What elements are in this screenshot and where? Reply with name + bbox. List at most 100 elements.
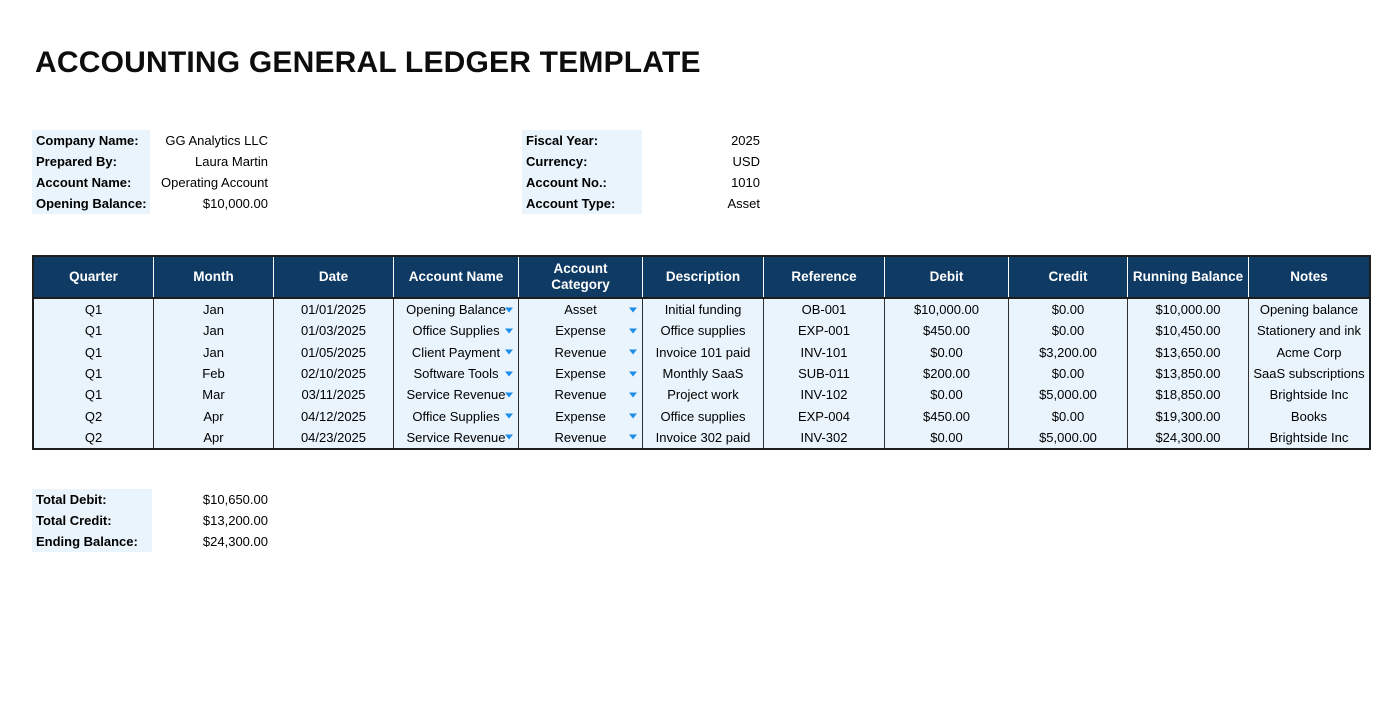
cell-month[interactable]: Jan [154, 299, 274, 321]
dropdown-arrow-icon[interactable] [505, 349, 513, 355]
cell-description[interactable]: Initial funding [643, 299, 764, 321]
cell-reference[interactable]: SUB-011 [764, 362, 885, 385]
cell-credit[interactable]: $0.00 [1009, 320, 1128, 342]
cell-account-category-dropdown[interactable]: Revenue [519, 384, 643, 406]
cell-debit[interactable]: $0.00 [885, 341, 1009, 363]
cell-account-name-dropdown[interactable]: Service Revenue [394, 384, 519, 406]
cell-debit[interactable]: $0.00 [885, 426, 1009, 449]
dropdown-arrow-icon[interactable] [505, 307, 513, 313]
cell-account-name-dropdown[interactable]: Office Supplies [394, 320, 519, 342]
cell-date[interactable]: 04/12/2025 [274, 405, 394, 427]
cell-month[interactable]: Jan [154, 341, 274, 363]
cell-debit[interactable]: $0.00 [885, 384, 1009, 406]
cell-month[interactable]: Jan [154, 320, 274, 342]
cell-quarter[interactable]: Q1 [34, 362, 154, 385]
cell-credit[interactable]: $3,200.00 [1009, 341, 1128, 363]
dropdown-arrow-icon[interactable] [629, 392, 637, 398]
cell-date[interactable]: 01/03/2025 [274, 320, 394, 342]
info-value[interactable]: USD [732, 154, 760, 169]
cell-reference[interactable]: EXP-001 [764, 320, 885, 342]
cell-running-balance[interactable]: $24,300.00 [1128, 426, 1249, 449]
cell-account-category-dropdown[interactable]: Revenue [519, 426, 643, 449]
dropdown-arrow-icon[interactable] [505, 434, 513, 440]
info-value[interactable]: GG Analytics LLC [165, 133, 268, 148]
cell-running-balance[interactable]: $19,300.00 [1128, 405, 1249, 427]
dropdown-arrow-icon[interactable] [505, 413, 513, 419]
cell-description[interactable]: Project work [643, 384, 764, 406]
cell-notes[interactable]: Brightside Inc [1269, 429, 1349, 445]
cell-account-category-dropdown[interactable]: Asset [519, 299, 643, 321]
cell-running-balance[interactable]: $10,000.00 [1128, 299, 1249, 321]
cell-reference[interactable]: OB-001 [764, 299, 885, 321]
cell-account-category-dropdown[interactable]: Expense [519, 405, 643, 427]
cell-reference[interactable]: INV-101 [764, 341, 885, 363]
dropdown-arrow-icon[interactable] [629, 328, 637, 334]
info-value[interactable]: Asset [727, 196, 760, 211]
cell-account-name-dropdown[interactable]: Service Revenue [394, 426, 519, 449]
cell-account-name-dropdown[interactable]: Client Payment [394, 341, 519, 363]
cell-debit[interactable]: $10,000.00 [885, 299, 1009, 321]
info-value[interactable]: 2025 [731, 133, 760, 148]
dropdown-arrow-icon[interactable] [629, 413, 637, 419]
info-value[interactable]: Laura Martin [195, 154, 268, 169]
cell-quarter[interactable]: Q2 [34, 426, 154, 449]
cell-description[interactable]: Invoice 101 paid [643, 341, 764, 363]
cell-debit[interactable]: $450.00 [885, 320, 1009, 342]
cell-account-name-dropdown[interactable]: Software Tools [394, 362, 519, 385]
info-value[interactable]: Operating Account [161, 175, 268, 190]
cell-reference[interactable]: EXP-004 [764, 405, 885, 427]
cell-description[interactable]: Office supplies [643, 320, 764, 342]
dropdown-arrow-icon[interactable] [629, 349, 637, 355]
info-value[interactable]: $10,000.00 [202, 196, 268, 211]
cell-credit[interactable]: $5,000.00 [1009, 426, 1128, 449]
cell-notes[interactable]: Brightside Inc [1269, 387, 1349, 403]
info-value[interactable]: 1010 [731, 175, 760, 190]
cell-quarter[interactable]: Q2 [34, 405, 154, 427]
cell-account-name-dropdown[interactable]: Office Supplies [394, 405, 519, 427]
info-label: Prepared By: [32, 151, 150, 172]
cell-description[interactable]: Invoice 302 paid [643, 426, 764, 449]
cell-date[interactable]: 02/10/2025 [274, 362, 394, 385]
cell-notes[interactable]: Acme Corp [1276, 344, 1342, 360]
cell-account-category-dropdown[interactable]: Expense [519, 362, 643, 385]
cell-credit[interactable]: $0.00 [1009, 299, 1128, 321]
cell-running-balance[interactable]: $10,450.00 [1128, 320, 1249, 342]
cell-date[interactable]: 01/05/2025 [274, 341, 394, 363]
cell-month[interactable]: Mar [154, 384, 274, 406]
cell-date[interactable]: 04/23/2025 [274, 426, 394, 449]
cell-notes[interactable]: Books [1290, 408, 1328, 424]
cell-reference[interactable]: INV-302 [764, 426, 885, 449]
cell-account-category-dropdown[interactable]: Expense [519, 320, 643, 342]
cell-quarter[interactable]: Q1 [34, 384, 154, 406]
dropdown-arrow-icon[interactable] [629, 434, 637, 440]
dropdown-arrow-icon[interactable] [629, 371, 637, 377]
cell-reference[interactable]: INV-102 [764, 384, 885, 406]
cell-month[interactable]: Apr [154, 426, 274, 449]
cell-description[interactable]: Office supplies [643, 405, 764, 427]
cell-quarter[interactable]: Q1 [34, 299, 154, 321]
dropdown-arrow-icon[interactable] [505, 392, 513, 398]
cell-account-name-dropdown[interactable]: Opening Balance [394, 299, 519, 321]
cell-quarter[interactable]: Q1 [34, 320, 154, 342]
dropdown-arrow-icon[interactable] [629, 307, 637, 313]
cell-notes[interactable]: Stationery and ink [1256, 323, 1362, 339]
cell-debit[interactable]: $450.00 [885, 405, 1009, 427]
cell-running-balance[interactable]: $13,650.00 [1128, 341, 1249, 363]
cell-debit[interactable]: $200.00 [885, 362, 1009, 385]
cell-notes[interactable]: Opening balance [1259, 302, 1359, 318]
cell-credit[interactable]: $0.00 [1009, 362, 1128, 385]
cell-month[interactable]: Feb [154, 362, 274, 385]
cell-notes[interactable]: SaaS subscriptions [1253, 366, 1365, 382]
dropdown-arrow-icon[interactable] [505, 328, 513, 334]
cell-month[interactable]: Apr [154, 405, 274, 427]
cell-date[interactable]: 01/01/2025 [274, 299, 394, 321]
cell-credit[interactable]: $5,000.00 [1009, 384, 1128, 406]
cell-credit[interactable]: $0.00 [1009, 405, 1128, 427]
dropdown-arrow-icon[interactable] [505, 371, 513, 377]
cell-quarter[interactable]: Q1 [34, 341, 154, 363]
cell-running-balance[interactable]: $18,850.00 [1128, 384, 1249, 406]
cell-date[interactable]: 03/11/2025 [274, 384, 394, 406]
cell-account-category-dropdown[interactable]: Revenue [519, 341, 643, 363]
cell-description[interactable]: Monthly SaaS [643, 362, 764, 385]
cell-running-balance[interactable]: $13,850.00 [1128, 362, 1249, 385]
